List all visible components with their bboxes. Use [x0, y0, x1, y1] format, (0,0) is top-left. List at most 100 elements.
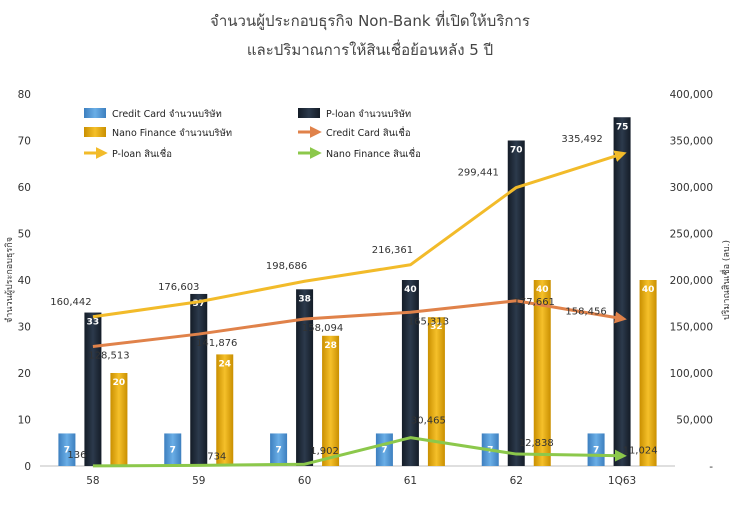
legend: Credit Card จำนวนบริษัท P-loan จำนวนบริษั… [84, 108, 421, 160]
bar-2-1 [216, 354, 234, 466]
line-value-label: 141,876 [196, 338, 237, 349]
bar-0-5 [587, 433, 605, 466]
bar-2-5 [639, 280, 657, 466]
legend-label: Credit Card จำนวนบริษัท [112, 109, 222, 120]
bar-1-0 [84, 312, 102, 466]
bar-value-label: 75 [616, 122, 629, 132]
y-left-tick-label: 0 [24, 461, 31, 473]
line-value-label: 136 [67, 450, 86, 461]
bar-value-label: 38 [298, 294, 311, 304]
bar-value-label: 7 [64, 446, 70, 456]
bar-2-4 [533, 280, 551, 466]
line-value-label: 158,456 [565, 307, 606, 318]
bar-1-5 [613, 117, 631, 466]
bar-value-label: 37 [192, 299, 205, 309]
y-axis-right: - 50,000 100,000 150,000 200,000 250,000 300,0… [670, 89, 714, 473]
bar-2-3 [427, 317, 445, 466]
y-left-tick-label: 80 [18, 89, 31, 101]
x-tick-label: 61 [404, 475, 417, 487]
bar-value-label: 20 [113, 378, 126, 388]
line-value-label: 30,465 [411, 416, 446, 427]
line-value-label: 165,313 [408, 316, 449, 327]
y-right-tick-label: - [709, 461, 713, 473]
bar-1-3 [401, 280, 419, 466]
bar-value-label: 24 [218, 359, 231, 369]
bar-value-label: 40 [642, 285, 655, 295]
legend-label: P-loan จำนวนบริษัท [326, 109, 411, 120]
y-left-tick-label: 30 [18, 322, 31, 334]
y-axis-left: 0 10 20 30 40 50 60 70 80 [18, 89, 31, 473]
line-value-label: 734 [207, 451, 226, 462]
line-value-label: 11,024 [623, 446, 658, 457]
y-left-tick-label: 10 [18, 415, 31, 427]
bar-value-label: 40 [536, 285, 549, 295]
bar-1-2 [296, 289, 314, 466]
x-axis: 58 59 60 61 62 1Q63 [86, 475, 636, 487]
bar-value-label: 7 [593, 446, 599, 456]
y-left-tick-label: 40 [18, 275, 31, 287]
line-value-label: 299,441 [458, 168, 499, 179]
chart-title-line-1: จำนวนผู้ประกอบธุรกิจ Non-Bank ที่เปิดให้… [210, 10, 530, 31]
y-right-tick-label: 400,000 [670, 89, 713, 101]
bar-value-label: 70 [510, 146, 523, 156]
bar-value-label: 32 [430, 322, 443, 332]
y-right-tick-label: 100,000 [670, 368, 713, 380]
line-series-0 [92, 299, 627, 348]
line-value-label: 12,838 [519, 438, 554, 449]
line-value-label: 177,661 [514, 297, 555, 308]
line-value-label: 160,442 [50, 297, 91, 308]
y-left-tick-label: 60 [18, 182, 31, 194]
x-tick-label: 59 [192, 475, 205, 487]
line-value-label: 198,686 [266, 261, 307, 272]
y-right-tick-label: 350,000 [670, 136, 713, 148]
y-left-tick-label: 20 [18, 368, 31, 380]
y-axis-right-title: ปริมาณสินเชื่อ (ลบ.) [719, 240, 732, 320]
bar-2-0 [110, 373, 128, 466]
bar-1-4 [507, 140, 525, 466]
line-series-group: 128,513 141,876 158,094 165,313 177,661 158,4… [50, 134, 658, 468]
legend-label: Nano Finance สินเชื่อ [326, 147, 421, 160]
line-value-label: 158,094 [302, 323, 343, 334]
line-value-label: 1,902 [310, 446, 339, 457]
bar-value-label: 7 [275, 446, 281, 456]
x-tick-label: 62 [510, 475, 523, 487]
y-axis-left-title: จำนวนผู้ประกอบธุรกิจ [4, 237, 15, 323]
bar-value-label: 33 [87, 318, 100, 328]
line-series-2 [92, 436, 627, 468]
y-left-tick-label: 70 [18, 136, 31, 148]
y-right-tick-label: 150,000 [670, 322, 713, 334]
y-right-tick-label: 50,000 [676, 415, 713, 427]
bar-value-label: 7 [170, 446, 176, 456]
legend-label: Credit Card สินเชื่อ [326, 126, 411, 139]
y-left-tick-label: 50 [18, 229, 31, 241]
y-right-tick-label: 300,000 [670, 182, 713, 194]
bar-0-0 [58, 433, 76, 466]
x-tick-label: 58 [86, 475, 99, 487]
bar-2-2 [322, 335, 340, 466]
bar-0-1 [164, 433, 182, 466]
bar-value-label: 40 [404, 285, 417, 295]
line-value-label: 128,513 [88, 350, 129, 361]
line-value-label: 335,492 [561, 134, 602, 145]
y-right-tick-label: 250,000 [670, 229, 713, 241]
line-value-label: 176,603 [158, 282, 199, 293]
bar-0-2 [270, 433, 288, 466]
plot-area [40, 94, 675, 466]
line-value-label: 216,361 [372, 245, 413, 256]
legend-swatch [298, 108, 320, 118]
line-series-1 [92, 150, 627, 319]
bar-value-label: 7 [381, 446, 387, 456]
x-tick-label: 1Q63 [608, 475, 636, 487]
bar-value-label: 28 [324, 341, 337, 351]
legend-swatch [84, 127, 106, 137]
legend-label: P-loan สินเชื่อ [112, 147, 172, 160]
legend-swatch [84, 108, 106, 118]
bar-1-1 [190, 293, 208, 466]
chart-title-line-2: และปริมาณการให้สินเชื่อย้อนหลัง 5 ปี [247, 39, 493, 59]
x-tick-label: 60 [298, 475, 311, 487]
legend-label: Nano Finance จำนวนบริษัท [112, 128, 232, 139]
y-right-tick-label: 200,000 [670, 275, 713, 287]
